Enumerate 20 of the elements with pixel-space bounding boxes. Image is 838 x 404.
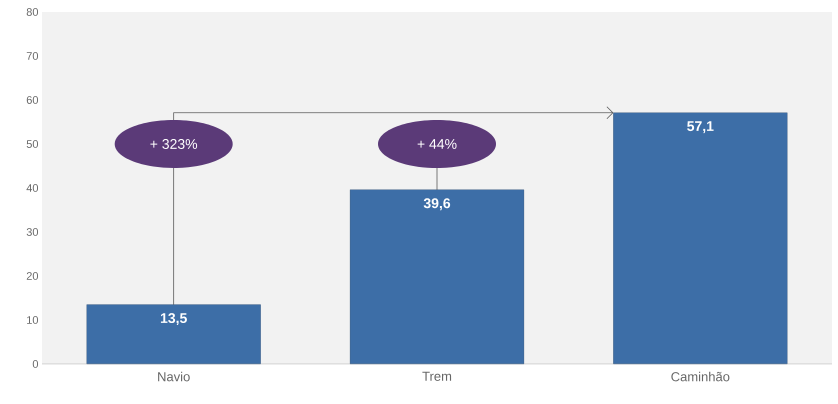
annotation: + 323%: [150, 139, 198, 149]
bar: [613, 112, 788, 364]
data-label: 39,6: [424, 198, 450, 210]
y-tick-label: 10: [27, 316, 38, 324]
annotation: + 44%: [418, 139, 457, 149]
y-tick-label: 70: [26, 52, 38, 60]
y-tick-label: 60: [26, 96, 38, 104]
x-tick-label: Trem: [422, 372, 452, 381]
data-label: 57,1: [687, 121, 714, 134]
bar: [86, 304, 261, 364]
data-label: 13,5: [160, 313, 187, 326]
y-tick-label: 20: [26, 272, 38, 280]
x-tick-label: Navio: [158, 372, 190, 382]
y-tick-label: 40: [26, 184, 38, 192]
y-tick-label: 80: [26, 8, 38, 16]
y-tick-label: 0: [32, 360, 38, 368]
y-tick-label: 30: [26, 228, 38, 236]
x-tick-label: Caminhão: [671, 372, 730, 382]
y-tick-label: 50: [26, 140, 38, 148]
bar: [350, 190, 524, 364]
